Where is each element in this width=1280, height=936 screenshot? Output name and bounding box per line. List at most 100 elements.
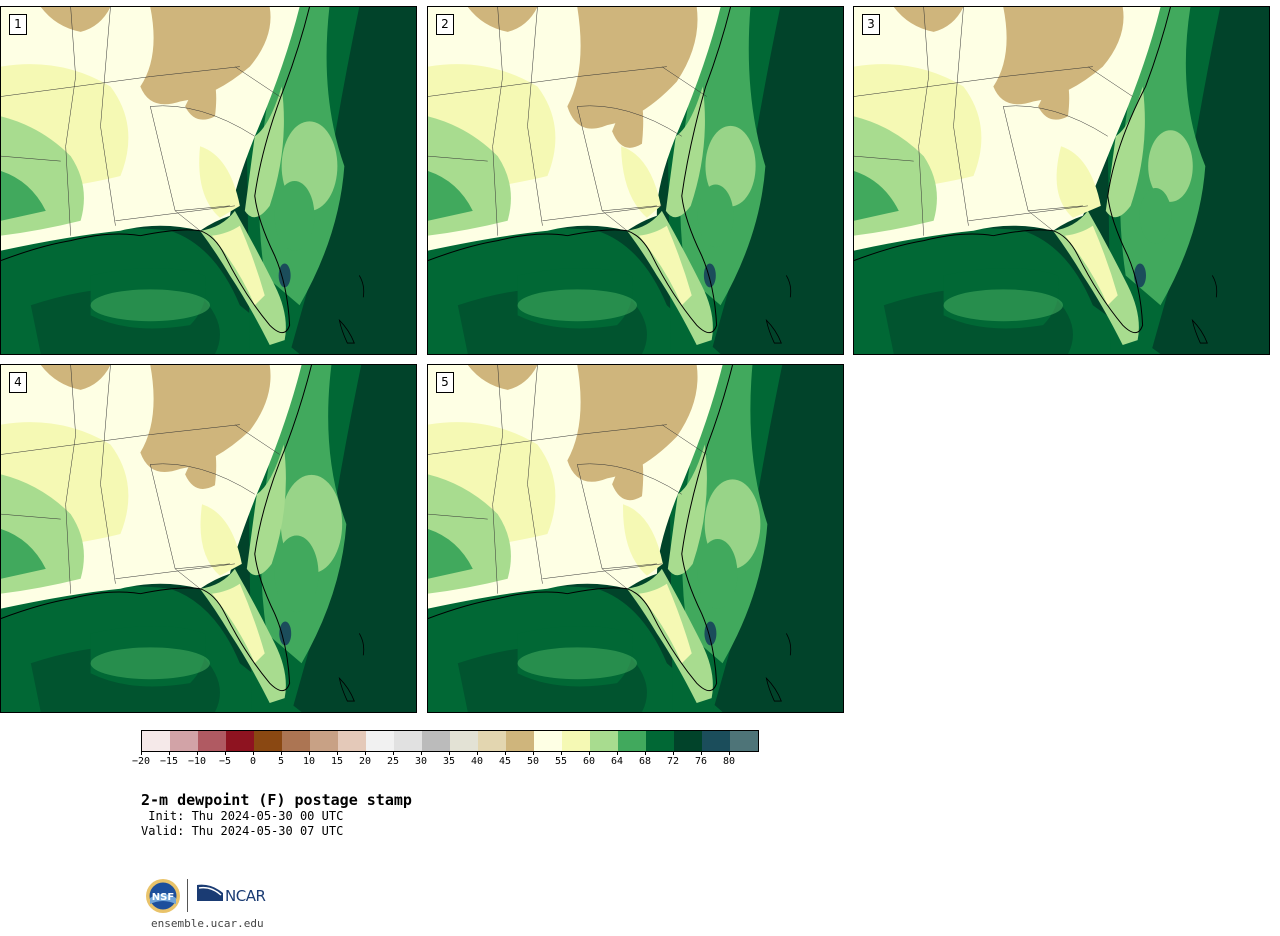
midgreen-texas [1, 529, 46, 579]
lightgreen-coast [665, 86, 705, 218]
colorbar-tick-label: 0 [249, 756, 257, 767]
state-border [150, 105, 255, 137]
panel-number: 4 [9, 372, 27, 393]
state-border [175, 205, 230, 212]
colorbar-swatch [674, 731, 702, 751]
logo-divider [187, 879, 188, 912]
colorbar-tick-label: −20 [131, 756, 151, 767]
site-url[interactable]: ensemble.ucar.edu [151, 917, 264, 930]
dewpoint-map [1, 365, 416, 712]
island [338, 318, 355, 344]
midgreen-texas [1, 171, 46, 221]
island [358, 275, 365, 298]
colorbar-tick-label: −10 [187, 756, 207, 767]
plot-title: 2-m dewpoint (F) postage stamp [141, 791, 412, 809]
colorbar-swatch [478, 731, 506, 751]
colorbar-tick [365, 751, 366, 755]
state-border [854, 155, 914, 162]
appalachian-dry [140, 7, 271, 105]
dewpoint-map [854, 7, 1269, 354]
colorbar-swatch [730, 731, 758, 751]
colorbar-tick [617, 751, 618, 755]
colorbar-swatch [142, 731, 170, 751]
colorbar-tick [253, 751, 254, 755]
dry-patch [185, 66, 217, 120]
florida-inner [1064, 225, 1118, 306]
colorbar-tick-label: −5 [218, 756, 232, 767]
state-border [1, 424, 240, 455]
state-border [428, 66, 667, 97]
panel-number: 2 [436, 14, 454, 35]
colorbar-swatch [422, 731, 450, 751]
dewpoint-map [428, 7, 843, 354]
gulf-light-patch [517, 289, 637, 322]
island [785, 633, 792, 656]
state-border [65, 7, 76, 236]
lightgreen-coast [667, 444, 707, 576]
colorbar-tick [533, 751, 534, 755]
colorbar [141, 730, 759, 752]
state-border [542, 205, 662, 222]
interior-yellow-east [200, 504, 242, 576]
colorbar-tick [421, 751, 422, 755]
state-border [527, 7, 543, 226]
state-border [577, 464, 628, 589]
colorbar-tick-label: 76 [694, 756, 708, 767]
appalachian-dry [567, 7, 698, 129]
dewpoint-map [1, 7, 416, 354]
colorbar-swatch [534, 731, 562, 751]
state-border [100, 365, 116, 584]
colorbar-tick [169, 751, 170, 755]
ncar-logo-mark [197, 884, 223, 901]
state-border [953, 7, 969, 226]
colorbar-tick [505, 751, 506, 755]
appalachian-dry [140, 365, 271, 473]
colorbar-tick [701, 751, 702, 755]
state-border [492, 7, 503, 236]
appalachian-dry [567, 365, 698, 482]
map-panel-4: 4 [0, 364, 417, 713]
dry-north [40, 7, 111, 32]
florida-inner [211, 583, 265, 664]
state-border [150, 463, 255, 495]
nsf-logo-text: NSF [152, 892, 174, 903]
coastline [854, 7, 1171, 334]
island [1191, 318, 1208, 344]
state-border [1003, 106, 1054, 231]
dry-patch [612, 436, 644, 501]
state-border [115, 563, 235, 580]
colorbar-swatch [590, 731, 618, 751]
init-time: Init: Thu 2024-05-30 00 UTC [141, 809, 344, 823]
appalachian-dry [993, 7, 1124, 105]
coastline [428, 365, 734, 692]
colorbar-swatch [506, 731, 534, 751]
dry-patch [1038, 66, 1070, 120]
state-border [577, 105, 682, 137]
colorbar-tick [645, 751, 646, 755]
colorbar-swatch [170, 731, 198, 751]
interior-yellow-east [623, 504, 663, 576]
colorbar-tick-label: 64 [610, 756, 624, 767]
interior-yellow-east [1056, 146, 1101, 218]
colorbar-tick [589, 751, 590, 755]
gulf-light-patch [90, 647, 210, 680]
dry-north [893, 7, 964, 32]
lightgreen-coast [1105, 86, 1145, 218]
logos: NSF NCAR [145, 876, 275, 916]
state-border [542, 563, 662, 580]
colorbar-tick [337, 751, 338, 755]
colorbar-tick-label: 25 [386, 756, 400, 767]
state-border [115, 205, 235, 222]
colorbar-tick-label: 35 [442, 756, 456, 767]
map-panel-1: 1 [0, 6, 417, 355]
state-border [428, 513, 488, 520]
teal-pocket [1134, 263, 1146, 288]
teal-pocket [279, 621, 292, 646]
colorbar-swatch [310, 731, 338, 751]
colorbar-tick [673, 751, 674, 755]
atlantic-midgreen-blob [274, 180, 315, 251]
colorbar-swatch [646, 731, 674, 751]
colorbar-tick-label: 15 [330, 756, 344, 767]
panel-number: 5 [436, 372, 454, 393]
colorbar-swatch [366, 731, 394, 751]
